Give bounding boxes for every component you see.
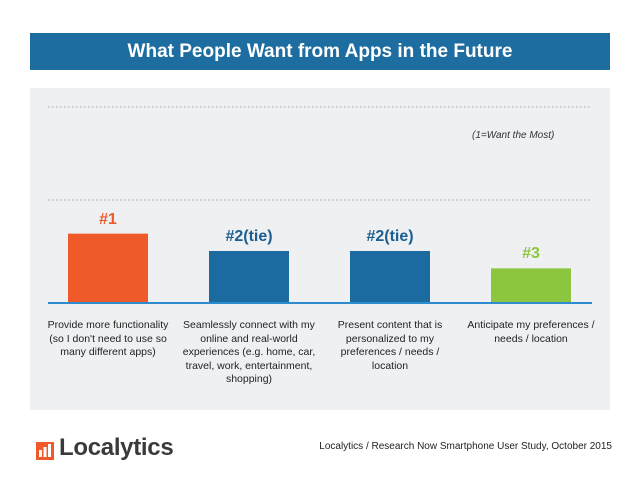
category-label-2: Seamlessly connect with my online and re…	[182, 319, 316, 386]
bar-2	[209, 250, 289, 303]
category-label-4: Anticipate my preferences / needs / loca…	[467, 319, 595, 345]
rank-note: (1=Want the Most)	[472, 130, 555, 141]
source-caption: Localytics / Research Now Smartphone Use…	[319, 441, 612, 452]
logo-text: Localytics	[59, 434, 174, 461]
bar-4	[491, 268, 571, 303]
bar-3	[350, 250, 430, 303]
bar-chart	[48, 106, 592, 304]
chart-panel	[30, 88, 610, 410]
rank-label-4: #3	[522, 245, 540, 263]
category-label-3: Present content that is personalized to …	[337, 319, 443, 372]
category-label-1: Provide more functionality (so I don't n…	[47, 319, 169, 359]
localytics-logo: Localytics	[36, 434, 174, 462]
rank-label-1: #1	[99, 210, 117, 228]
rank-label-3: #2(tie)	[366, 227, 414, 245]
chart-title: What People Want from Apps in the Future	[30, 33, 610, 70]
rank-label-2: #2(tie)	[225, 227, 273, 245]
bar-chart-icon	[36, 442, 54, 460]
bar-1	[68, 233, 148, 303]
